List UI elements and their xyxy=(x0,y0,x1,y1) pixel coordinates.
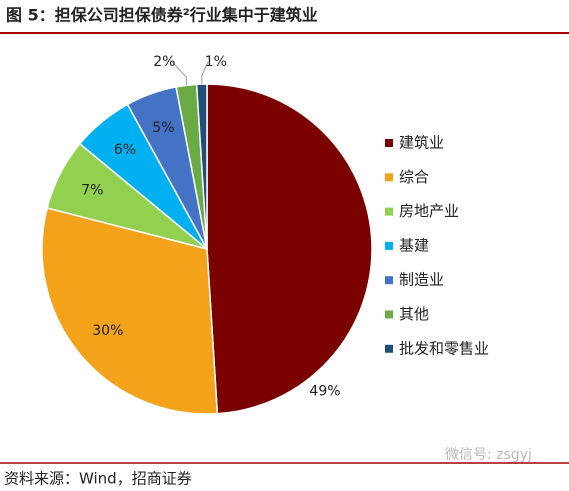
legend-swatch xyxy=(385,344,393,353)
leader-line xyxy=(171,61,187,86)
data-label: 6% xyxy=(114,142,136,158)
data-label: 5% xyxy=(152,120,174,136)
data-label: 30% xyxy=(92,323,123,339)
legend-label: 批发和零售业 xyxy=(399,339,489,357)
pie-slice xyxy=(195,83,208,250)
leader-line xyxy=(201,61,209,85)
legend-swatch xyxy=(385,310,393,319)
legend-label: 房地产业 xyxy=(399,202,459,220)
watermark: 微信号: zsgyj xyxy=(445,447,532,463)
legend-swatch xyxy=(385,276,393,285)
legend-label: 综合 xyxy=(399,168,429,186)
legend-swatch xyxy=(385,207,393,216)
legend-swatch xyxy=(385,139,393,147)
legend-label: 基建 xyxy=(399,236,429,254)
source: 资料来源：Wind，招商证券 xyxy=(4,470,192,488)
data-label: 2% xyxy=(153,54,175,70)
data-label: 1% xyxy=(205,54,227,70)
legend-label: 其他 xyxy=(399,305,429,323)
data-label: 7% xyxy=(81,183,103,199)
legend-swatch xyxy=(385,173,393,182)
legend-label: 建筑业 xyxy=(399,134,444,152)
chart-title: 图 5：担保公司担保债券²行业集中于建筑业 xyxy=(6,6,318,25)
pie-slice xyxy=(41,207,219,415)
legend-swatch xyxy=(385,241,393,250)
data-label: 49% xyxy=(309,383,340,399)
legend-label: 制造业 xyxy=(399,271,444,289)
pie-slice xyxy=(206,83,373,415)
